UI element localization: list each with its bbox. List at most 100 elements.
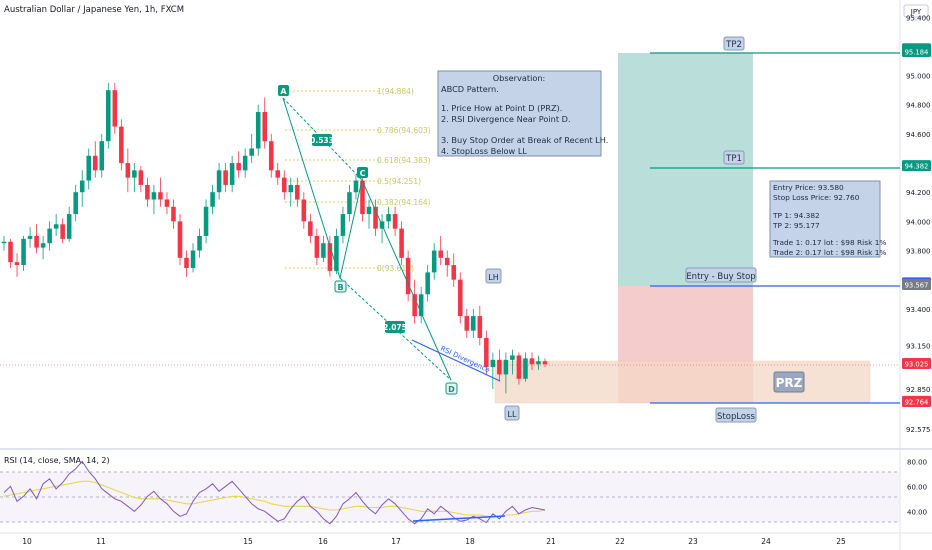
candle[interactable] bbox=[1, 235, 7, 251]
candle[interactable] bbox=[203, 199, 209, 244]
candle[interactable] bbox=[86, 148, 92, 190]
candle[interactable] bbox=[229, 155, 235, 193]
candle[interactable] bbox=[171, 199, 176, 229]
candle[interactable] bbox=[503, 352, 509, 394]
candle[interactable] bbox=[386, 206, 391, 229]
candle[interactable] bbox=[366, 199, 372, 229]
candle[interactable] bbox=[8, 238, 13, 268]
candle[interactable] bbox=[295, 177, 300, 207]
candle[interactable] bbox=[151, 184, 157, 215]
candle[interactable] bbox=[314, 228, 320, 266]
entry-badge[interactable] bbox=[685, 267, 757, 283]
candle[interactable] bbox=[308, 214, 313, 244]
candle[interactable] bbox=[14, 253, 20, 277]
observation-note[interactable] bbox=[437, 70, 602, 157]
candle[interactable] bbox=[327, 235, 333, 277]
rsi-axis[interactable]: 80.00 60.00 40.00 bbox=[907, 458, 927, 516]
candle[interactable] bbox=[47, 221, 52, 251]
candle[interactable] bbox=[66, 206, 72, 242]
candle[interactable] bbox=[249, 133, 254, 164]
candle[interactable] bbox=[542, 358, 548, 368]
divergence-line[interactable] bbox=[411, 339, 501, 382]
candle[interactable] bbox=[21, 235, 26, 271]
candle[interactable] bbox=[457, 272, 463, 324]
candle[interactable] bbox=[53, 214, 59, 236]
point-b-marker[interactable] bbox=[334, 280, 347, 293]
candle[interactable] bbox=[216, 163, 222, 200]
candle[interactable] bbox=[438, 235, 443, 266]
candle[interactable] bbox=[340, 206, 346, 244]
ll-badge[interactable] bbox=[504, 405, 520, 421]
candle[interactable] bbox=[138, 165, 144, 193]
candle[interactable] bbox=[412, 279, 417, 324]
candle[interactable] bbox=[92, 141, 98, 178]
candle[interactable] bbox=[119, 119, 124, 171]
candle[interactable] bbox=[177, 214, 183, 266]
candle[interactable] bbox=[145, 177, 150, 207]
candle[interactable] bbox=[262, 97, 268, 149]
candle[interactable] bbox=[399, 221, 404, 266]
currency-badge[interactable] bbox=[903, 4, 929, 18]
candle[interactable] bbox=[197, 228, 202, 258]
candle[interactable] bbox=[392, 206, 398, 236]
rsi-divergence-line[interactable] bbox=[412, 515, 506, 522]
candle[interactable] bbox=[536, 355, 541, 371]
candle[interactable] bbox=[477, 305, 483, 346]
candle[interactable] bbox=[484, 330, 489, 375]
candle[interactable] bbox=[40, 235, 46, 260]
candle[interactable] bbox=[255, 104, 261, 156]
candle[interactable] bbox=[444, 250, 450, 277]
point-c-marker[interactable] bbox=[357, 167, 368, 178]
tp2-badge[interactable] bbox=[723, 36, 745, 51]
candle[interactable] bbox=[132, 163, 137, 193]
candle[interactable] bbox=[418, 286, 424, 324]
candle[interactable] bbox=[288, 177, 294, 207]
candle[interactable] bbox=[451, 253, 457, 287]
candle[interactable] bbox=[106, 82, 111, 149]
candle[interactable] bbox=[34, 224, 39, 254]
prz-badge[interactable] bbox=[773, 371, 805, 393]
ratio-bd-badge[interactable] bbox=[385, 321, 405, 333]
candle[interactable] bbox=[281, 170, 287, 200]
candle[interactable] bbox=[60, 218, 65, 244]
candle[interactable] bbox=[405, 250, 411, 302]
candle[interactable] bbox=[353, 174, 359, 200]
stop-badge[interactable] bbox=[715, 407, 757, 423]
candle[interactable] bbox=[223, 163, 228, 193]
candle[interactable] bbox=[112, 82, 118, 134]
candle[interactable] bbox=[79, 170, 85, 207]
candle[interactable] bbox=[497, 349, 502, 382]
candle[interactable] bbox=[27, 227, 33, 248]
candle[interactable] bbox=[242, 148, 248, 178]
candle[interactable] bbox=[99, 133, 105, 178]
candle[interactable] bbox=[275, 163, 281, 185]
candle[interactable] bbox=[373, 199, 378, 236]
candle[interactable] bbox=[210, 184, 215, 215]
candle[interactable] bbox=[523, 352, 528, 382]
point-a-marker[interactable] bbox=[278, 85, 289, 96]
candle[interactable] bbox=[529, 352, 535, 371]
candle[interactable] bbox=[301, 192, 307, 229]
tp1-badge[interactable] bbox=[723, 150, 745, 165]
candle[interactable] bbox=[510, 349, 515, 375]
candle[interactable] bbox=[360, 177, 365, 222]
time-axis[interactable]: 10 11 15 16 17 18 21 22 23 24 25 bbox=[22, 537, 846, 546]
candle[interactable] bbox=[158, 177, 163, 207]
candle[interactable] bbox=[471, 308, 476, 338]
price-axis[interactable]: 95.400 95.000 94.800 94.600 94.200 94.000 93.8… bbox=[906, 14, 931, 434]
candle[interactable] bbox=[490, 352, 496, 389]
ratio-ac-badge[interactable] bbox=[312, 134, 332, 146]
candle[interactable] bbox=[190, 243, 196, 273]
candle[interactable] bbox=[464, 308, 470, 338]
candle[interactable] bbox=[164, 192, 170, 215]
rsi-sma-line[interactable] bbox=[3, 480, 546, 517]
trade-note[interactable] bbox=[769, 180, 881, 258]
candle[interactable] bbox=[184, 250, 189, 277]
candle[interactable] bbox=[425, 265, 430, 302]
candle[interactable] bbox=[268, 133, 274, 178]
point-d-marker[interactable] bbox=[445, 382, 458, 395]
candle[interactable] bbox=[347, 184, 352, 222]
candle[interactable] bbox=[516, 352, 522, 385]
candle[interactable] bbox=[321, 235, 326, 263]
